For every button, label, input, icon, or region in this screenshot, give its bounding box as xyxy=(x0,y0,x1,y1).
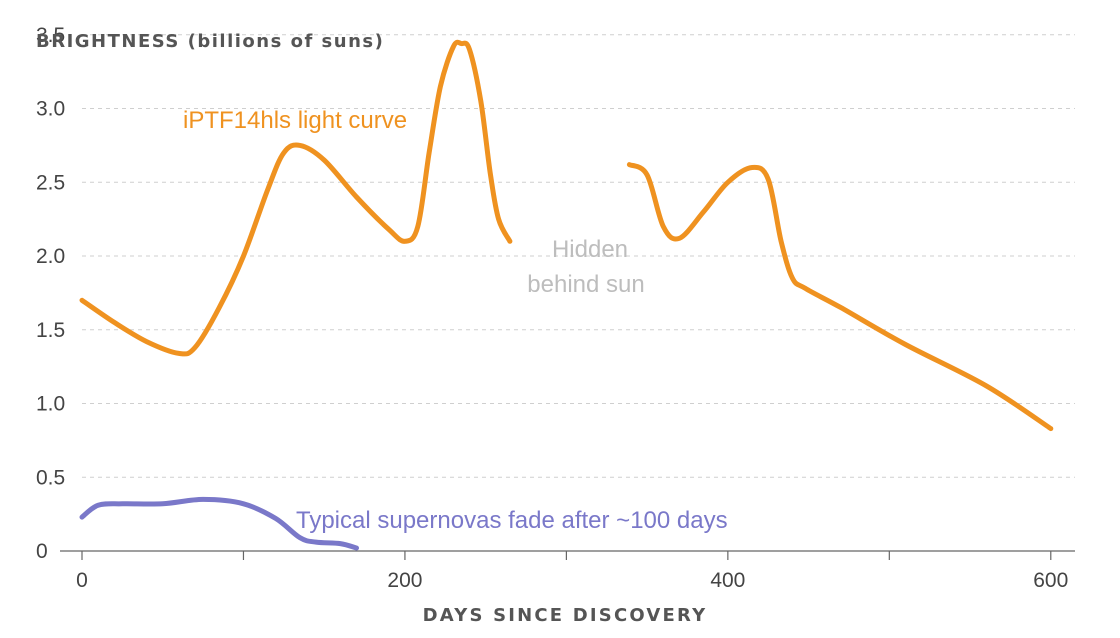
y-tick-label: 0.5 xyxy=(36,466,65,489)
series-line-iptf14hls-segment-1 xyxy=(79,39,513,357)
y-tick-label: 1.0 xyxy=(36,393,65,416)
x-axis-title: DAYS SINCE DISCOVERY xyxy=(423,605,708,626)
x-tick-label: 0 xyxy=(76,569,88,592)
y-tick-label: 3.0 xyxy=(36,98,65,121)
annotation-hidden-line1: Hidden xyxy=(552,236,628,263)
y-tick-label: 2.5 xyxy=(36,171,65,194)
series-line-iptf14hls-segment-2 xyxy=(626,162,1054,432)
annotation-hidden-line2: behind sun xyxy=(527,271,644,298)
series-layer xyxy=(79,39,1054,551)
x-tick-label: 200 xyxy=(387,569,422,592)
y-tick-label: 2.0 xyxy=(36,245,65,268)
grid-lines xyxy=(82,34,1075,478)
series-line-typical-supernovas-segment-1 xyxy=(79,496,359,551)
y-tick-label: 3.5 xyxy=(36,24,65,47)
x-tick-label: 600 xyxy=(1033,569,1068,592)
x-tick-label: 400 xyxy=(710,569,745,592)
annotation-typical-series: Typical supernovas fade after ~100 days xyxy=(296,507,728,534)
y-axis-title: BRIGHTNESS (billions of suns) xyxy=(36,31,384,52)
axes: 0 0.5 1.0 1.5 2.0 2.5 3.0 3.5 0 200 400 600 xyxy=(36,24,1075,592)
y-tick-label: 1.5 xyxy=(36,319,65,342)
y-tick-label: 0 xyxy=(36,540,48,563)
annotation-main-series: iPTF14hls light curve xyxy=(183,107,407,134)
